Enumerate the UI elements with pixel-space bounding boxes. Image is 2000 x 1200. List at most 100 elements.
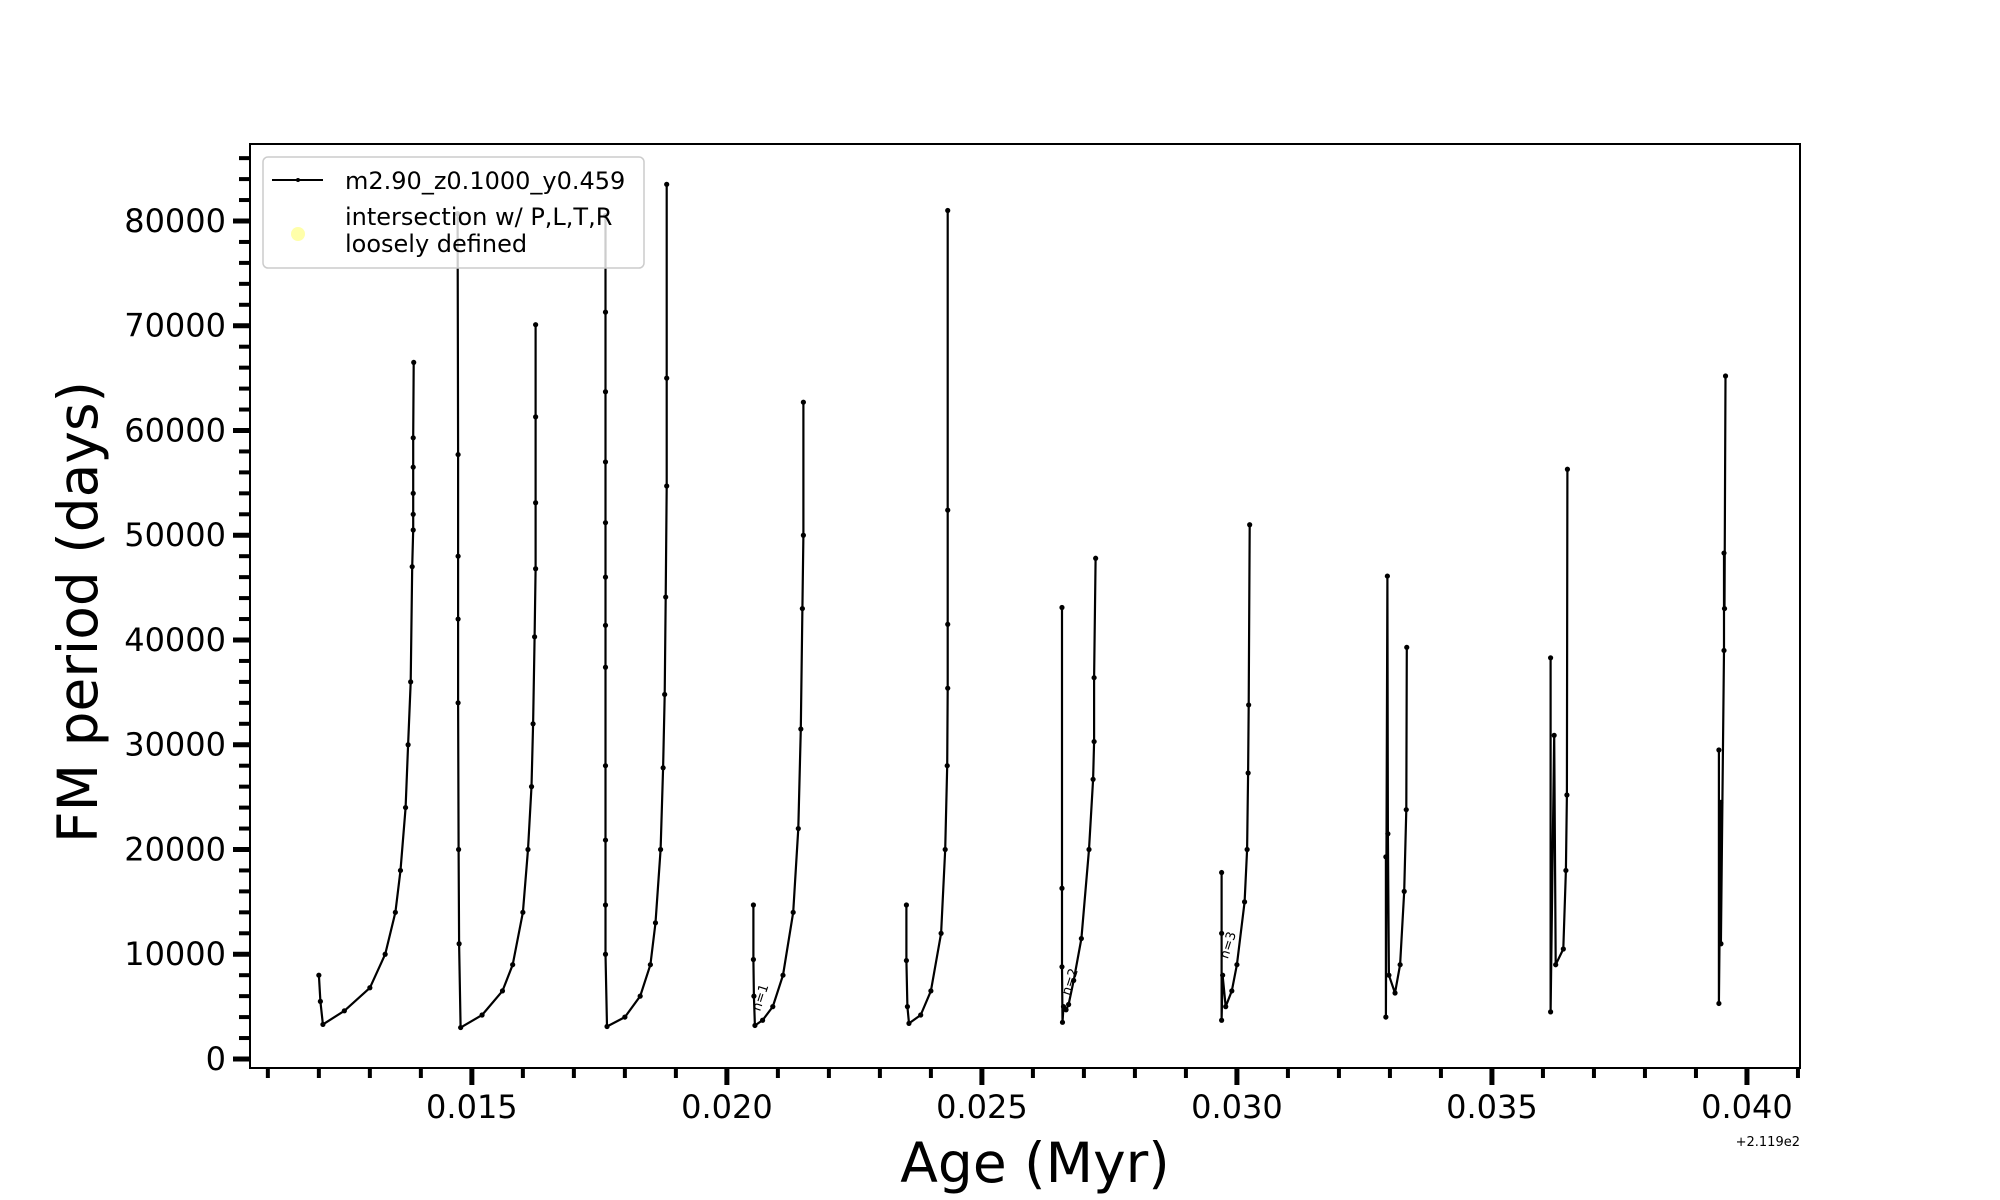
data-point [1383, 1014, 1389, 1020]
data-point [1091, 738, 1097, 745]
data-point [918, 1012, 924, 1018]
data-point [1234, 962, 1240, 968]
y-axis: 0 10000 20000 30000 40000 50000 60000 70000 8000… [124, 156, 250, 1078]
series-line-cycle-6 [1060, 558, 1097, 1024]
data-point [392, 909, 398, 915]
data-point [664, 375, 670, 381]
series-line-cycle-9 [1549, 469, 1569, 1014]
data-point [942, 846, 948, 853]
x-tick-label: 0.015 [426, 1088, 518, 1126]
y-tick-label: 0 [206, 1040, 226, 1078]
data-point [1547, 655, 1554, 661]
data-point [1244, 846, 1250, 853]
data-point [1059, 1019, 1066, 1025]
data-point [1722, 373, 1729, 379]
data-point [1401, 888, 1407, 894]
data-point [1547, 1009, 1554, 1015]
series-line-cycle-1 [317, 362, 415, 1026]
legend-label-intersection-line2: loosely defined [345, 230, 527, 258]
x-offset-text: +2.119e2 [1736, 1135, 1800, 1150]
legend-label-series: m2.90_z0.1000_y0.459 [345, 167, 625, 195]
y-tick-label: 40000 [124, 621, 226, 659]
data-point [602, 574, 609, 580]
data-point [945, 207, 951, 214]
data-point [652, 920, 659, 926]
data-point [530, 721, 536, 727]
data-point [602, 664, 609, 670]
data-point [410, 490, 416, 496]
data-point [799, 605, 805, 612]
data-point [660, 765, 666, 771]
data-point [1564, 466, 1571, 472]
data-point [1385, 831, 1391, 837]
data-point [410, 511, 416, 517]
data-point [1397, 962, 1403, 968]
data-point [397, 867, 404, 874]
data-point [317, 998, 323, 1004]
axes-frame [249, 143, 1801, 1069]
data-point [455, 616, 461, 622]
data-point [1219, 930, 1225, 936]
data-point [662, 691, 668, 698]
data-point [367, 985, 373, 991]
data-point [770, 1004, 776, 1010]
data-point [1246, 702, 1252, 708]
data-point [382, 951, 388, 957]
data-point [456, 941, 462, 947]
series-line-cycle-10 [1717, 375, 1727, 1005]
data-point [1247, 522, 1253, 528]
data-point [637, 993, 643, 999]
data-point [510, 962, 516, 968]
data-point [903, 957, 910, 964]
y-tick-label: 60000 [124, 411, 226, 449]
data-point [410, 435, 416, 441]
plot-area [316, 181, 1729, 1031]
data-point [408, 679, 414, 685]
data-point [1718, 799, 1724, 805]
data-point [1563, 867, 1569, 874]
data-point [938, 930, 944, 936]
data-point [456, 846, 462, 853]
legend-dot-swatch [296, 178, 300, 182]
data-point [664, 483, 670, 489]
data-point [647, 962, 653, 968]
data-point [1066, 1001, 1072, 1008]
data-point [944, 763, 950, 769]
data-point [409, 564, 415, 570]
data-point [525, 846, 531, 853]
data-point [455, 451, 461, 458]
data-point [1721, 647, 1727, 654]
data-point [1090, 776, 1096, 782]
legend-label-intersection-line1: intersection w/ P,L,T,R [345, 203, 612, 231]
data-point [316, 972, 322, 978]
data-point [602, 622, 609, 628]
data-point [1223, 1004, 1229, 1010]
data-point [455, 700, 461, 706]
y-tick-label: 80000 [124, 202, 226, 240]
data-point [751, 993, 757, 999]
data-point [479, 1012, 485, 1018]
data-point [1220, 972, 1226, 978]
data-point [906, 1020, 912, 1026]
annotations: n=1n=2n=3 [750, 930, 1240, 1013]
data-point [1071, 977, 1077, 984]
series-line-cycle-3 [604, 184, 668, 1028]
legend-marker-intersection [291, 227, 305, 241]
data-point [520, 909, 526, 915]
x-axis-label: Age (Myr) [900, 1131, 1169, 1195]
data-point [1564, 792, 1570, 798]
data-point [1059, 885, 1065, 891]
data-point [405, 742, 411, 748]
y-axis-label: FM period (days) [46, 381, 110, 843]
x-tick-label: 0.025 [936, 1088, 1028, 1126]
x-tick-label: 0.020 [681, 1088, 773, 1126]
y-tick-label: 20000 [124, 830, 226, 868]
data-point [602, 520, 609, 526]
data-point [411, 359, 417, 366]
y-tick-label: 10000 [124, 935, 226, 973]
data-point [780, 972, 786, 978]
data-point [1078, 935, 1084, 942]
data-point [945, 621, 951, 627]
y-tick-label: 50000 [124, 516, 226, 554]
